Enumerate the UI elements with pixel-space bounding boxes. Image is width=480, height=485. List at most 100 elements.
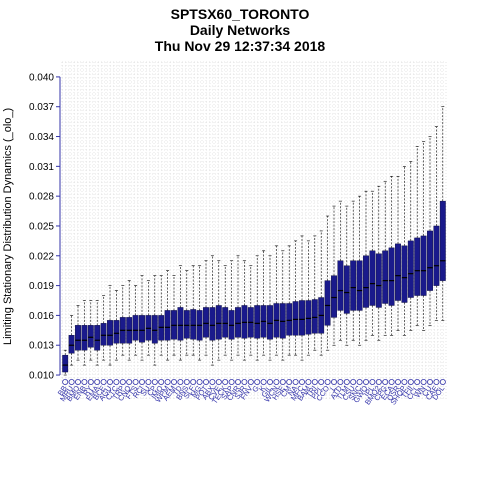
x-tick-label: L	[328, 384, 338, 393]
x-tick-marker	[433, 378, 440, 385]
box-GIL	[267, 305, 273, 340]
x-tick-marker	[260, 378, 267, 385]
box-GWO	[363, 255, 369, 308]
x-tick-marker	[382, 378, 389, 385]
box-ENB	[81, 325, 88, 351]
x-tick-marker	[62, 378, 69, 385]
x-tick-marker	[247, 378, 254, 385]
x-tick-marker	[75, 378, 82, 385]
x-tick-marker	[183, 378, 190, 385]
box-CTC	[113, 320, 120, 344]
x-tick-marker	[215, 378, 222, 385]
x-tick-marker	[375, 378, 382, 385]
x-tick-marker	[241, 378, 248, 385]
x-tick-marker	[107, 378, 114, 385]
x-tick-marker	[190, 378, 197, 385]
x-tick-marker	[362, 378, 369, 385]
x-tick-marker	[394, 378, 401, 385]
x-tick-marker	[158, 378, 165, 385]
x-tick-marker	[401, 378, 408, 385]
x-tick-marker	[126, 378, 133, 385]
y-tick-label: 0.010	[29, 371, 54, 382]
x-tick-marker	[196, 378, 203, 385]
box-CPG	[382, 250, 389, 304]
chart-subtitle: Daily Networks	[189, 22, 291, 38]
box-TFII	[407, 240, 414, 298]
box-WPM	[164, 310, 171, 341]
box-CCO	[324, 280, 331, 326]
box-CU	[427, 230, 433, 291]
y-tick-label: 0.013	[29, 341, 54, 352]
x-tick-marker	[324, 378, 331, 385]
x-tick-marker	[132, 378, 139, 385]
x-tick-marker	[145, 378, 152, 385]
box-BMO	[75, 325, 81, 351]
x-tick-marker	[356, 378, 363, 385]
box-EMA	[94, 325, 101, 351]
x-tick-marker	[420, 378, 427, 385]
x-tick-marker	[337, 378, 344, 385]
box-BMO2	[375, 253, 382, 308]
box-ATD	[337, 260, 344, 311]
x-tick-marker	[209, 378, 216, 385]
x-tick-marker	[414, 378, 421, 385]
box-POT	[203, 307, 209, 338]
x-tick-marker	[266, 378, 273, 385]
chart-title: SPTSX60_TORONTO	[170, 6, 310, 22]
y-tick-label: 0.040	[29, 72, 54, 83]
box-SLF	[190, 309, 197, 340]
x-tick-marker	[279, 378, 286, 385]
box-TLM	[343, 265, 350, 314]
y-tick-label: 0.022	[29, 251, 54, 262]
box-TD	[177, 307, 184, 341]
y-tick-label: 0.034	[29, 132, 54, 143]
x-tick-label: K	[257, 384, 267, 393]
chart-timestamp: Thu Nov 29 12:37:34 2018	[154, 38, 326, 54]
y-tick-label: 0.037	[29, 102, 54, 113]
x-tick-marker	[439, 378, 446, 385]
x-tick-marker	[119, 378, 126, 385]
box-ECA	[388, 247, 395, 306]
box-AGU	[107, 320, 113, 346]
box-NA	[292, 301, 299, 336]
x-tick-marker	[222, 378, 229, 385]
box-CCL	[414, 237, 421, 296]
x-tick-marker	[350, 378, 357, 385]
box-MRU	[68, 335, 75, 354]
x-tick-marker	[311, 378, 318, 385]
x-tick-marker	[81, 378, 88, 385]
box-L	[331, 275, 337, 318]
x-tick-marker	[202, 378, 209, 385]
x-tick-marker	[68, 378, 75, 385]
x-tick-marker	[369, 378, 376, 385]
box-CVE	[215, 305, 222, 340]
y-tick-label: 0.016	[29, 311, 54, 322]
x-tick-marker	[407, 378, 414, 385]
x-tick-marker	[273, 378, 280, 385]
box-CSU	[350, 260, 357, 311]
x-tick-marker	[426, 378, 433, 385]
x-tick-marker	[292, 378, 299, 385]
box-TECK	[222, 307, 229, 338]
x-tick-marker	[177, 378, 184, 385]
x-tick-marker	[254, 378, 261, 385]
y-tick-label: 0.019	[29, 281, 54, 292]
x-tick-marker	[318, 378, 325, 385]
box-SHOP	[401, 245, 408, 303]
x-tick-marker	[87, 378, 94, 385]
box-DOL	[439, 200, 446, 281]
box-CAE	[433, 225, 440, 286]
y-tick-label: 0.031	[29, 162, 54, 173]
box-BAM	[305, 300, 312, 335]
box-SNC	[356, 260, 363, 311]
box-BNS	[183, 310, 190, 339]
box-IPL	[369, 250, 376, 306]
box-BB	[62, 354, 69, 373]
box-RY	[87, 325, 94, 348]
box-MFC	[299, 300, 305, 336]
x-tick-marker	[170, 378, 177, 385]
box-QSR	[395, 243, 401, 301]
x-tick-marker	[100, 378, 107, 385]
box-RCI	[139, 315, 145, 343]
